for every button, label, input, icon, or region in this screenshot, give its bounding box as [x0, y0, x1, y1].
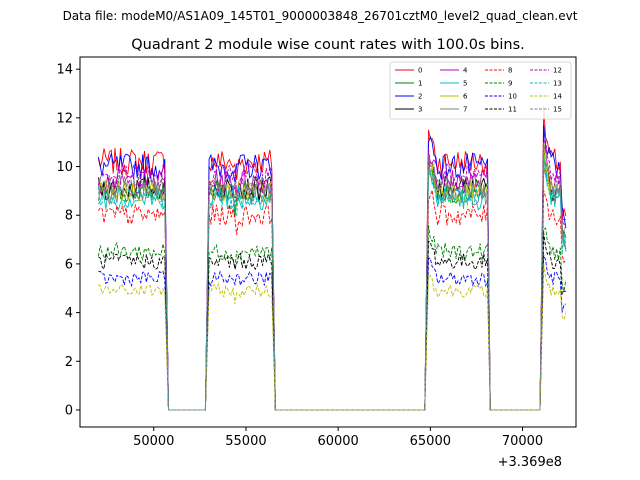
legend-label-13: 13 — [553, 80, 562, 88]
x-offset-label: +3.369e8 — [498, 455, 562, 470]
legend-label-1: 1 — [418, 80, 422, 88]
legend-label-6: 6 — [463, 93, 468, 101]
x-tick-label: 65000 — [410, 434, 451, 449]
y-tick-label: 2 — [65, 355, 73, 370]
legend-label-3: 3 — [418, 106, 422, 114]
chart-title: Quadrant 2 module wise count rates with … — [131, 37, 525, 53]
legend-label-12: 12 — [553, 67, 562, 75]
y-tick-label: 4 — [65, 306, 73, 321]
plot-lines — [97, 106, 567, 411]
legend-label-14: 14 — [553, 93, 562, 101]
legend-label-0: 0 — [418, 67, 422, 75]
suptitle: Data file: modeM0/AS1A09_145T01_90000038… — [63, 9, 578, 23]
series-line-10 — [98, 254, 567, 411]
legend-label-10: 10 — [508, 93, 517, 101]
series-line-0 — [97, 106, 567, 411]
series-line-8 — [98, 190, 567, 411]
series-line-13 — [97, 156, 567, 411]
y-tick-label: 10 — [56, 160, 73, 175]
series-line-6 — [97, 144, 567, 411]
y-tick-label: 0 — [65, 403, 73, 418]
series-line-7 — [97, 167, 567, 411]
x-tick-label: 60000 — [317, 434, 358, 449]
series-line-15 — [98, 142, 567, 411]
series-line-9 — [97, 225, 567, 411]
series-line-14 — [98, 264, 567, 411]
legend-label-11: 11 — [508, 106, 517, 114]
legend-label-2: 2 — [418, 93, 422, 101]
series-line-5 — [98, 152, 567, 411]
legend-label-8: 8 — [508, 67, 512, 75]
y-tick-label: 12 — [56, 111, 73, 126]
y-tick-label: 8 — [65, 209, 73, 224]
legend-label-5: 5 — [463, 80, 467, 88]
x-tick-label: 50000 — [133, 434, 174, 449]
legend-label-7: 7 — [463, 106, 467, 114]
legend-label-9: 9 — [508, 80, 512, 88]
series-line-11 — [98, 233, 566, 411]
series-line-12 — [97, 138, 567, 411]
x-tick-label: 70000 — [502, 434, 543, 449]
x-axis: 50000 55000 60000 65000 70000 — [133, 427, 543, 449]
series-line-2 — [97, 124, 567, 411]
y-tick-label: 14 — [56, 63, 73, 78]
legend-label-4: 4 — [463, 67, 468, 75]
axes-frame — [79, 56, 577, 428]
legend-label-15: 15 — [553, 106, 562, 114]
y-axis: 0 2 4 6 8 10 12 14 — [56, 63, 80, 418]
y-tick-label: 6 — [65, 257, 73, 272]
x-tick-label: 55000 — [225, 434, 266, 449]
legend-box — [389, 61, 572, 120]
